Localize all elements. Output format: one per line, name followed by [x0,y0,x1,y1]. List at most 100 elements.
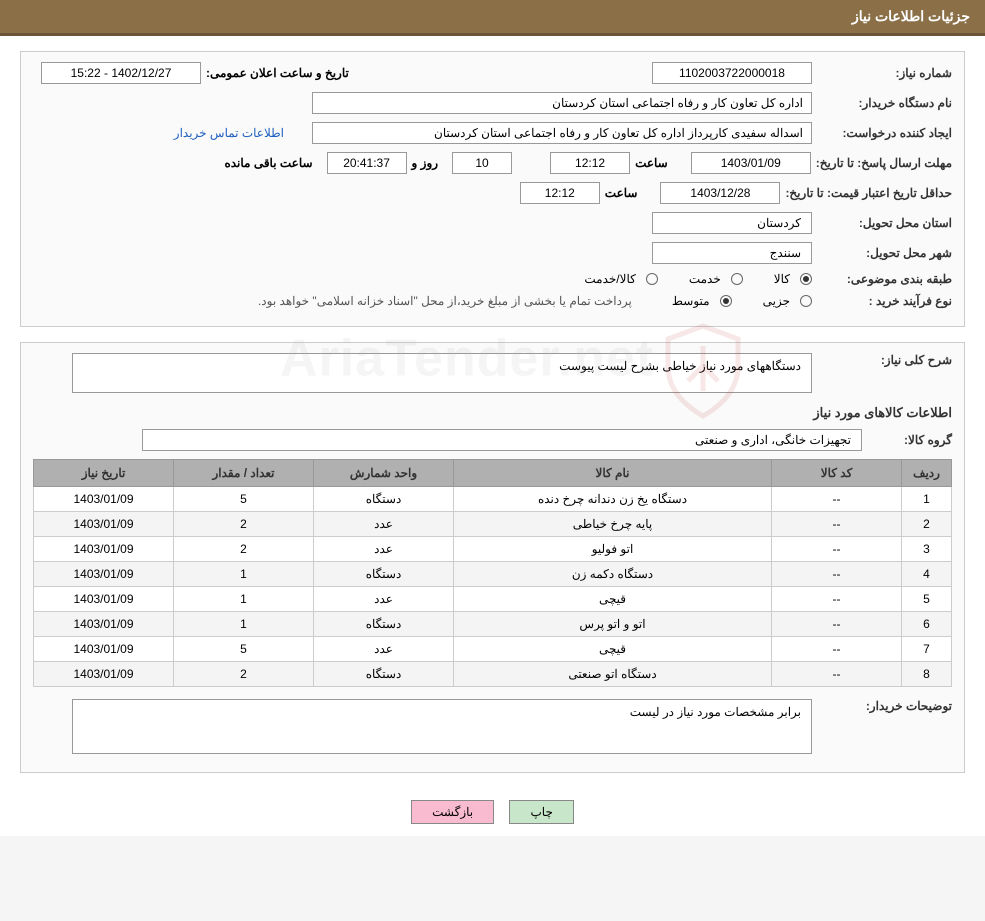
table-cell: 1 [174,562,314,587]
table-row: 2--پایه چرخ خیاطیعدد21403/01/09 [34,512,952,537]
table-cell: پایه چرخ خیاطی [454,512,772,537]
need-desc-label: شرح کلی نیاز: [812,353,952,367]
table-cell: 2 [902,512,952,537]
button-row: چاپ بازگشت [0,788,985,836]
delivery-province-label: استان محل تحویل: [812,216,952,230]
table-cell: -- [772,487,902,512]
subject-class-label: طبقه بندی موضوعی: [812,272,952,286]
radio-goods-service[interactable] [646,273,658,285]
print-button[interactable]: چاپ [509,800,573,824]
table-header: کد کالا [772,460,902,487]
radio-goods-label: کالا [774,272,790,286]
table-cell: 2 [174,537,314,562]
detail-section: شرح کلی نیاز: دستگاههای مورد نیاز خیاطی … [20,342,965,773]
price-validity-time: 12:12 [520,182,600,204]
announce-label: تاریخ و ساعت اعلان عمومی: [206,66,349,80]
radio-service[interactable] [731,273,743,285]
radio-partial-label: جزیی [763,294,790,308]
table-cell: 1403/01/09 [34,612,174,637]
radio-goods[interactable] [800,273,812,285]
table-row: 8--دستگاه اتو صنعتیدستگاه21403/01/09 [34,662,952,687]
reply-date: 1403/01/09 [691,152,811,174]
table-row: 1--دستگاه یخ زن دندانه چرخ دندهدستگاه514… [34,487,952,512]
table-cell: 2 [174,512,314,537]
buyer-notes: برابر مشخصات مورد نیاز در لیست [72,699,812,754]
info-section: شماره نیاز: 1102003722000018 تاریخ و ساع… [20,51,965,327]
table-cell: -- [772,637,902,662]
items-title: اطلاعات کالاهای مورد نیاز [33,405,952,421]
back-button[interactable]: بازگشت [411,800,494,824]
table-cell: عدد [314,587,454,612]
table-cell: 1403/01/09 [34,537,174,562]
table-row: 4--دستگاه دکمه زندستگاه11403/01/09 [34,562,952,587]
table-row: 5--قیچیعدد11403/01/09 [34,587,952,612]
table-cell: دستگاه دکمه زن [454,562,772,587]
table-cell: عدد [314,537,454,562]
table-cell: -- [772,537,902,562]
table-cell: -- [772,662,902,687]
table-cell: 7 [902,637,952,662]
table-cell: قیچی [454,637,772,662]
radio-medium-label: متوسط [672,294,710,308]
announce-value: 1402/12/27 - 15:22 [41,62,201,84]
days-remaining: 10 [452,152,512,174]
table-cell: 1403/01/09 [34,587,174,612]
table-cell: دستگاه [314,487,454,512]
group-label: گروه کالا: [862,433,952,447]
table-header: ردیف [902,460,952,487]
table-cell: -- [772,512,902,537]
table-cell: 1 [174,587,314,612]
table-cell: 1403/01/09 [34,662,174,687]
price-validity-date: 1403/12/28 [660,182,780,204]
table-cell: 3 [902,537,952,562]
buyer-notes-label: توضیحات خریدار: [812,699,952,713]
table-cell: 1 [902,487,952,512]
table-cell: 4 [902,562,952,587]
requester-value: اسداله سفیدی کارپرداز اداره کل تعاون کار… [312,122,812,144]
reply-deadline-label: مهلت ارسال پاسخ: تا تاریخ: [811,156,952,170]
reply-time: 12:12 [550,152,630,174]
table-row: 7--قیچیعدد51403/01/09 [34,637,952,662]
table-row: 6--اتو و اتو پرسدستگاه11403/01/09 [34,612,952,637]
table-cell: 5 [902,587,952,612]
table-cell: -- [772,562,902,587]
purchase-note: پرداخت تمام یا بخشی از مبلغ خرید،از محل … [258,294,632,308]
table-cell: -- [772,612,902,637]
radio-medium[interactable] [720,295,732,307]
table-cell: 2 [174,662,314,687]
table-cell: عدد [314,637,454,662]
table-cell: اتو و اتو پرس [454,612,772,637]
items-table: ردیفکد کالانام کالاواحد شمارشتعداد / مقد… [33,459,952,687]
table-cell: دستگاه [314,662,454,687]
table-cell: 1403/01/09 [34,637,174,662]
table-cell: 5 [174,487,314,512]
radio-service-label: خدمت [689,272,721,286]
table-cell: 8 [902,662,952,687]
table-cell: اتو فولیو [454,537,772,562]
table-header: تاریخ نیاز [34,460,174,487]
need-number-value: 1102003722000018 [652,62,812,84]
purchase-type-label: نوع فرآیند خرید : [812,294,952,308]
price-validity-label: حداقل تاریخ اعتبار قیمت: تا تاریخ: [780,186,952,200]
table-cell: 1403/01/09 [34,512,174,537]
table-cell: عدد [314,512,454,537]
time-label-1: ساعت [635,156,668,170]
need-number-label: شماره نیاز: [812,66,952,80]
table-cell: 1403/01/09 [34,562,174,587]
radio-partial[interactable] [800,295,812,307]
table-header: واحد شمارش [314,460,454,487]
time-label-2: ساعت [605,186,638,200]
delivery-province: کردستان [652,212,812,234]
page-title: جزئیات اطلاعات نیاز [0,0,985,36]
table-cell: -- [772,587,902,612]
table-cell: دستگاه [314,562,454,587]
buyer-value: اداره کل تعاون کار و رفاه اجتماعی استان … [312,92,812,114]
contact-link[interactable]: اطلاعات تماس خریدار [174,126,284,140]
table-cell: دستگاه [314,612,454,637]
table-cell: 1403/01/09 [34,487,174,512]
buyer-label: نام دستگاه خریدار: [812,96,952,110]
hours-label: ساعت باقی مانده [224,156,312,170]
table-row: 3--اتو فولیوعدد21403/01/09 [34,537,952,562]
radio-goods-service-label: کالا/خدمت [584,272,635,286]
table-cell: قیچی [454,587,772,612]
